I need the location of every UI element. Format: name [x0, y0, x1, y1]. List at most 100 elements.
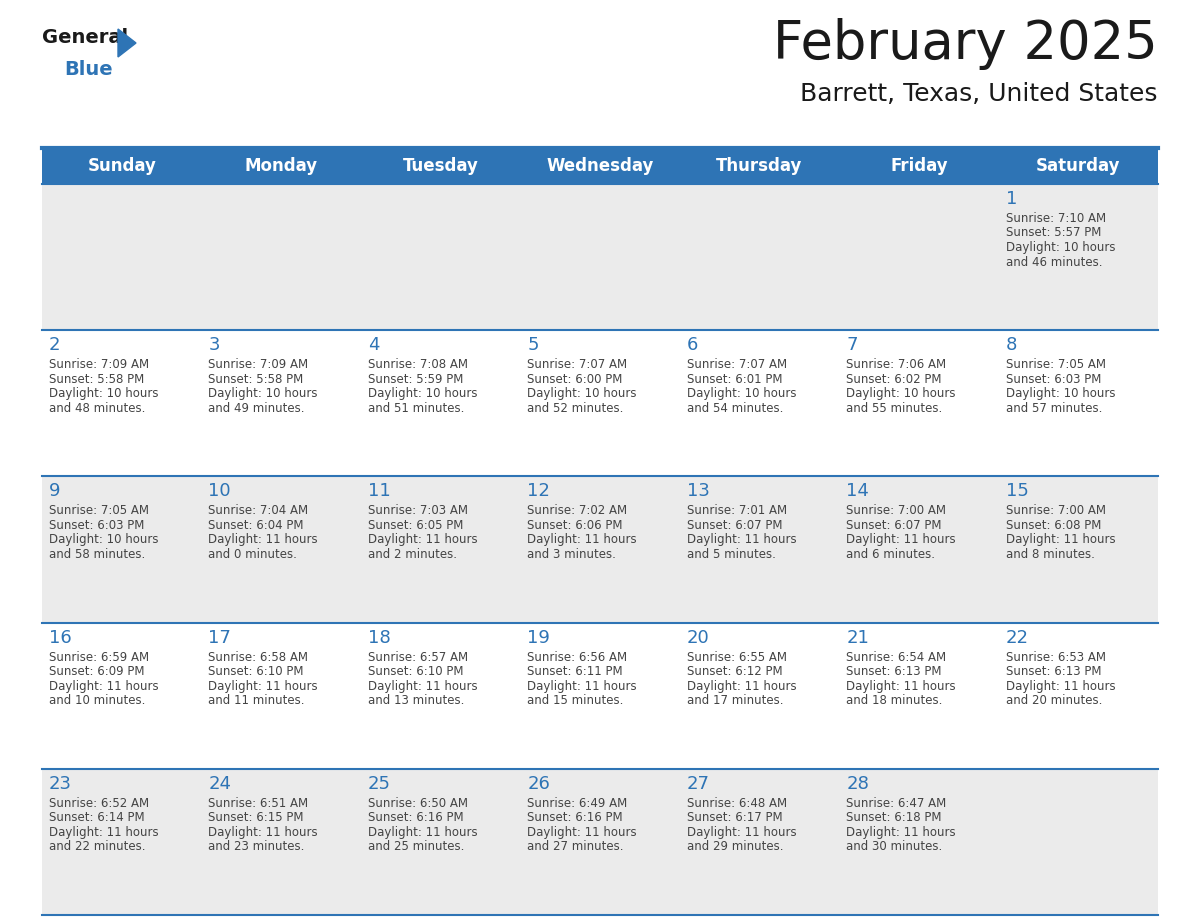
- Polygon shape: [118, 29, 135, 57]
- Text: and 46 minutes.: and 46 minutes.: [1005, 255, 1102, 268]
- Text: and 48 minutes.: and 48 minutes.: [49, 402, 145, 415]
- Text: Sunrise: 7:06 AM: Sunrise: 7:06 AM: [846, 358, 947, 371]
- Text: Daylight: 11 hours: Daylight: 11 hours: [208, 679, 318, 692]
- Text: 16: 16: [49, 629, 71, 646]
- Text: Sunrise: 6:56 AM: Sunrise: 6:56 AM: [527, 651, 627, 664]
- Text: Sunset: 5:58 PM: Sunset: 5:58 PM: [208, 373, 304, 386]
- Text: 22: 22: [1005, 629, 1029, 646]
- Text: Sunset: 6:13 PM: Sunset: 6:13 PM: [1005, 666, 1101, 678]
- Text: Sunset: 6:14 PM: Sunset: 6:14 PM: [49, 812, 145, 824]
- Text: Sunrise: 7:07 AM: Sunrise: 7:07 AM: [687, 358, 786, 371]
- Text: Sunrise: 6:48 AM: Sunrise: 6:48 AM: [687, 797, 786, 810]
- Text: and 11 minutes.: and 11 minutes.: [208, 694, 305, 707]
- Text: 17: 17: [208, 629, 232, 646]
- Text: Daylight: 10 hours: Daylight: 10 hours: [846, 387, 955, 400]
- Text: 12: 12: [527, 482, 550, 500]
- Text: 3: 3: [208, 336, 220, 354]
- Text: and 13 minutes.: and 13 minutes.: [368, 694, 465, 707]
- Text: and 25 minutes.: and 25 minutes.: [368, 840, 465, 854]
- Text: and 51 minutes.: and 51 minutes.: [368, 402, 465, 415]
- Text: Sunset: 6:12 PM: Sunset: 6:12 PM: [687, 666, 783, 678]
- Text: Sunrise: 7:05 AM: Sunrise: 7:05 AM: [49, 504, 148, 518]
- Text: Sunset: 6:13 PM: Sunset: 6:13 PM: [846, 666, 942, 678]
- Text: Sunrise: 7:04 AM: Sunrise: 7:04 AM: [208, 504, 309, 518]
- Text: 9: 9: [49, 482, 61, 500]
- Text: Sunset: 5:57 PM: Sunset: 5:57 PM: [1005, 227, 1101, 240]
- Text: Sunset: 5:58 PM: Sunset: 5:58 PM: [49, 373, 144, 386]
- Text: Sunset: 6:03 PM: Sunset: 6:03 PM: [49, 519, 145, 532]
- Text: Sunrise: 6:47 AM: Sunrise: 6:47 AM: [846, 797, 947, 810]
- Text: Sunrise: 6:49 AM: Sunrise: 6:49 AM: [527, 797, 627, 810]
- Text: Daylight: 10 hours: Daylight: 10 hours: [368, 387, 478, 400]
- Text: 15: 15: [1005, 482, 1029, 500]
- Text: Daylight: 11 hours: Daylight: 11 hours: [368, 679, 478, 692]
- Text: Sunset: 6:15 PM: Sunset: 6:15 PM: [208, 812, 304, 824]
- Text: and 57 minutes.: and 57 minutes.: [1005, 402, 1102, 415]
- Text: Sunset: 6:17 PM: Sunset: 6:17 PM: [687, 812, 783, 824]
- Text: and 29 minutes.: and 29 minutes.: [687, 840, 783, 854]
- Text: 27: 27: [687, 775, 709, 793]
- Text: and 52 minutes.: and 52 minutes.: [527, 402, 624, 415]
- Text: and 10 minutes.: and 10 minutes.: [49, 694, 145, 707]
- Bar: [42, 330, 1158, 476]
- Text: Sunset: 6:02 PM: Sunset: 6:02 PM: [846, 373, 942, 386]
- Text: Daylight: 11 hours: Daylight: 11 hours: [687, 533, 796, 546]
- Text: Sunrise: 7:05 AM: Sunrise: 7:05 AM: [1005, 358, 1106, 371]
- Text: Sunrise: 7:03 AM: Sunrise: 7:03 AM: [368, 504, 468, 518]
- Text: and 18 minutes.: and 18 minutes.: [846, 694, 942, 707]
- Text: and 8 minutes.: and 8 minutes.: [1005, 548, 1094, 561]
- Text: Sunrise: 6:53 AM: Sunrise: 6:53 AM: [1005, 651, 1106, 664]
- Text: Sunrise: 6:55 AM: Sunrise: 6:55 AM: [687, 651, 786, 664]
- Text: and 22 minutes.: and 22 minutes.: [49, 840, 145, 854]
- Text: Daylight: 11 hours: Daylight: 11 hours: [1005, 533, 1116, 546]
- Text: Sunset: 6:11 PM: Sunset: 6:11 PM: [527, 666, 623, 678]
- Text: and 20 minutes.: and 20 minutes.: [1005, 694, 1102, 707]
- Text: Daylight: 10 hours: Daylight: 10 hours: [687, 387, 796, 400]
- Text: Daylight: 11 hours: Daylight: 11 hours: [527, 826, 637, 839]
- Text: Sunset: 5:59 PM: Sunset: 5:59 PM: [368, 373, 463, 386]
- Text: and 5 minutes.: and 5 minutes.: [687, 548, 776, 561]
- Text: and 58 minutes.: and 58 minutes.: [49, 548, 145, 561]
- Text: Sunset: 6:10 PM: Sunset: 6:10 PM: [208, 666, 304, 678]
- Text: Sunrise: 7:07 AM: Sunrise: 7:07 AM: [527, 358, 627, 371]
- Text: Daylight: 10 hours: Daylight: 10 hours: [49, 387, 158, 400]
- Text: Sunrise: 6:51 AM: Sunrise: 6:51 AM: [208, 797, 309, 810]
- Text: Daylight: 11 hours: Daylight: 11 hours: [687, 679, 796, 692]
- Text: 19: 19: [527, 629, 550, 646]
- Text: Sunset: 6:06 PM: Sunset: 6:06 PM: [527, 519, 623, 532]
- Text: Daylight: 11 hours: Daylight: 11 hours: [846, 533, 956, 546]
- Text: 7: 7: [846, 336, 858, 354]
- Text: 23: 23: [49, 775, 72, 793]
- Text: Wednesday: Wednesday: [546, 157, 653, 175]
- Text: and 3 minutes.: and 3 minutes.: [527, 548, 617, 561]
- Text: 18: 18: [368, 629, 391, 646]
- Text: and 27 minutes.: and 27 minutes.: [527, 840, 624, 854]
- Text: 21: 21: [846, 629, 868, 646]
- Text: Daylight: 10 hours: Daylight: 10 hours: [1005, 241, 1116, 254]
- Text: Sunset: 6:04 PM: Sunset: 6:04 PM: [208, 519, 304, 532]
- Text: Daylight: 11 hours: Daylight: 11 hours: [527, 679, 637, 692]
- Text: Sunset: 6:10 PM: Sunset: 6:10 PM: [368, 666, 463, 678]
- Text: Saturday: Saturday: [1036, 157, 1120, 175]
- Text: Sunset: 6:16 PM: Sunset: 6:16 PM: [527, 812, 623, 824]
- Bar: [42, 184, 1158, 330]
- Text: Sunrise: 7:00 AM: Sunrise: 7:00 AM: [846, 504, 946, 518]
- Text: Sunrise: 6:59 AM: Sunrise: 6:59 AM: [49, 651, 150, 664]
- Text: 14: 14: [846, 482, 868, 500]
- Text: Sunrise: 6:54 AM: Sunrise: 6:54 AM: [846, 651, 947, 664]
- Text: 25: 25: [368, 775, 391, 793]
- Text: Sunrise: 6:57 AM: Sunrise: 6:57 AM: [368, 651, 468, 664]
- Text: 11: 11: [368, 482, 391, 500]
- Text: 2: 2: [49, 336, 61, 354]
- Text: Daylight: 10 hours: Daylight: 10 hours: [49, 533, 158, 546]
- Text: 13: 13: [687, 482, 709, 500]
- Text: 20: 20: [687, 629, 709, 646]
- Text: Daylight: 11 hours: Daylight: 11 hours: [49, 679, 159, 692]
- Text: and 54 minutes.: and 54 minutes.: [687, 402, 783, 415]
- Text: Barrett, Texas, United States: Barrett, Texas, United States: [801, 82, 1158, 106]
- Text: Daylight: 11 hours: Daylight: 11 hours: [527, 533, 637, 546]
- Text: 24: 24: [208, 775, 232, 793]
- Bar: [42, 476, 1158, 622]
- Text: Sunrise: 6:58 AM: Sunrise: 6:58 AM: [208, 651, 309, 664]
- Text: and 23 minutes.: and 23 minutes.: [208, 840, 305, 854]
